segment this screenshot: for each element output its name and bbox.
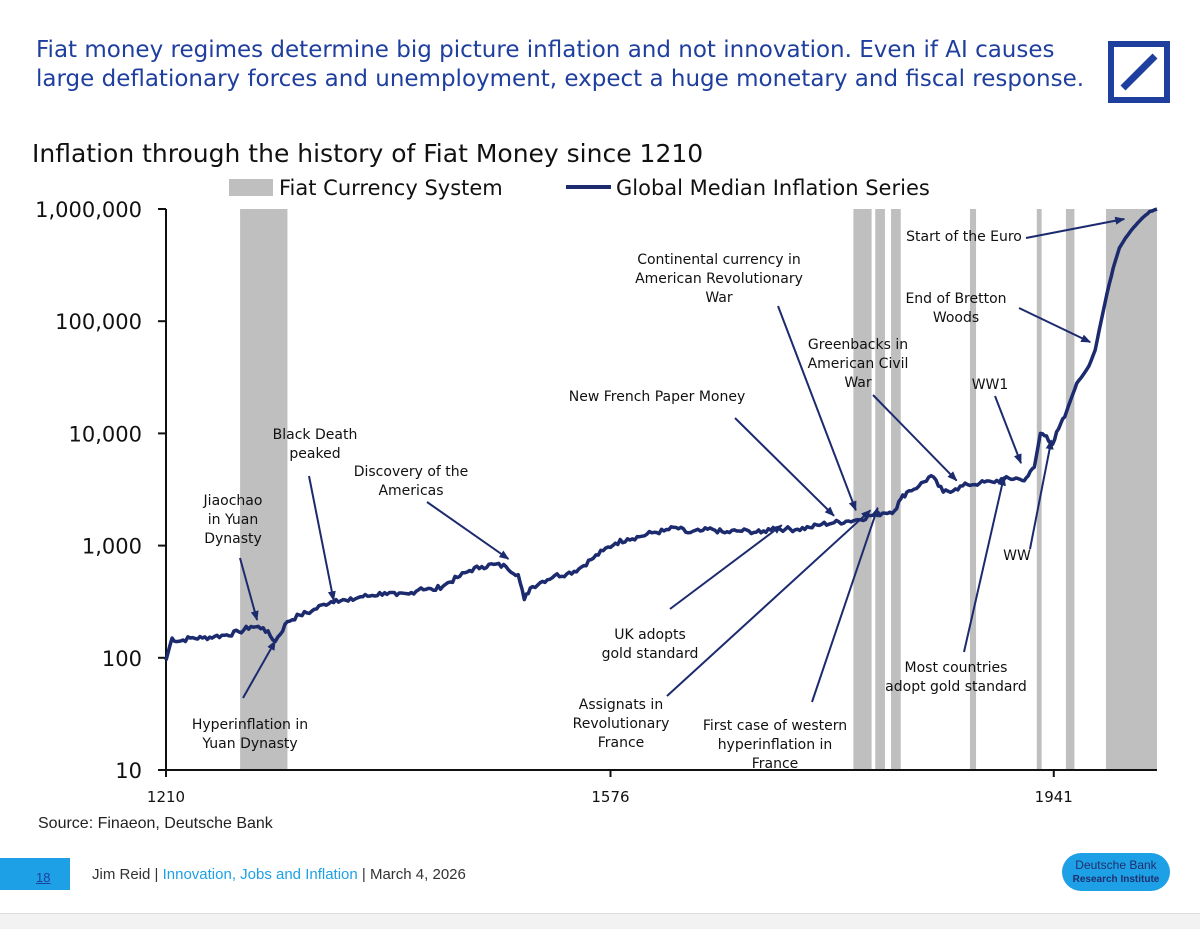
fiat-period-band [875, 209, 885, 770]
annotation-arrow [1029, 439, 1054, 550]
deutsche-bank-logo-icon [1108, 41, 1170, 103]
fiat-period-band [853, 209, 872, 770]
fiat-period-band [1105, 209, 1157, 770]
annotation-arrow [426, 501, 510, 560]
y-tick-label: 1,000 [82, 535, 142, 559]
headline-line-2: large deflationary forces and unemployme… [36, 66, 1085, 92]
annotation-arrow [308, 475, 336, 602]
source-note: Source: Finaeon, Deutsche Bank [38, 815, 273, 832]
y-tick-label: 10 [115, 759, 142, 783]
legend-label-series: Global Median Inflation Series [616, 176, 930, 200]
annotation-arrow [669, 524, 783, 610]
bottom-strip [0, 913, 1200, 929]
annotation-label: WW1 [972, 377, 1009, 393]
annotation-label: End of Bretton Woods [905, 291, 1006, 326]
fiat-shading-layer [240, 209, 1157, 770]
annotation-label: UK adopts gold standard [602, 627, 699, 662]
headline: Fiat money regimes determine big picture… [36, 36, 1085, 94]
chart-legend: Fiat Currency System Global Median Infla… [229, 176, 930, 200]
annotation-label: First case of western hyperinflation in Fr… [703, 718, 847, 772]
annotation-label: Discovery of the Americas [354, 464, 469, 499]
series-layer [164, 207, 1158, 661]
y-tick-label: 10,000 [69, 422, 142, 446]
fiat-period-band [1036, 209, 1042, 770]
annotation-label: Hyperinflation in Yuan Dynasty [192, 717, 308, 752]
legend-swatch-fiat [229, 179, 273, 196]
footer-date: March 4, 2026 [369, 866, 466, 883]
annotation-label: Most countries adopt gold standard [885, 660, 1027, 695]
annotation-arrow [811, 506, 879, 703]
annotations-layer: Start of the Euro End of Bretton Woods WW1 W… [192, 216, 1126, 772]
chart-title: Inflation through the history of Fiat Mo… [32, 139, 704, 168]
fiat-period-band [1065, 209, 1075, 770]
annotation-arrow [1025, 216, 1126, 239]
footer-accent-bar [0, 858, 70, 890]
y-tick-label: 100,000 [55, 310, 142, 334]
annotation-arrow [872, 394, 958, 482]
annotation-arrow [994, 395, 1022, 465]
footer-separator: | [357, 866, 370, 883]
chart-axes: 1,000,000 100,000 10,000 1,000 100 10 1210 1576… [35, 198, 1157, 806]
annotation-label: WW [1003, 548, 1031, 564]
x-tick-label: 1210 [147, 788, 185, 806]
annotation-label: New French Paper Money [569, 389, 746, 405]
headline-line-1: Fiat money regimes determine big picture… [36, 37, 1055, 63]
footer-author: Jim Reid [92, 866, 151, 883]
y-tick-label: 1,000,000 [35, 198, 142, 222]
fiat-period-band [969, 209, 977, 770]
footer-report-link[interactable]: Innovation, Jobs and Inflation [162, 866, 358, 883]
page-number[interactable]: 18 [36, 870, 51, 885]
annotation-arrow [963, 475, 1006, 653]
badge-line-2: Research Institute [1072, 874, 1160, 885]
annotation-arrow [1018, 307, 1092, 343]
annotation-label: Continental currency in American Revoluti… [635, 252, 803, 306]
y-tick-label: 100 [102, 647, 142, 671]
annotation-arrow [242, 640, 277, 699]
fiat-period-band [240, 209, 288, 770]
annotation-arrow [777, 305, 857, 512]
fiat-period-band [891, 209, 901, 770]
annotation-arrow [666, 509, 872, 697]
x-tick-label: 1941 [1035, 788, 1073, 806]
badge-line-1: Deutsche Bank [1075, 858, 1157, 872]
annotation-label: Jiaochao in Yuan Dynasty [203, 493, 263, 547]
annotation-label: Assignats in Revolutionary France [573, 697, 670, 751]
annotation-label: Greenbacks in American Civil War [808, 337, 909, 391]
annotation-arrow [734, 417, 835, 517]
annotation-arrow [239, 557, 259, 621]
annotation-label: Start of the Euro [906, 229, 1022, 245]
footer-separator: | [150, 866, 163, 883]
research-institute-badge: Deutsche Bank Research Institute [1062, 853, 1170, 891]
annotation-label: Black Death peaked [273, 427, 358, 462]
legend-label-fiat: Fiat Currency System [279, 176, 503, 200]
footer-credit: Jim Reid | Innovation, Jobs and Inflatio… [92, 866, 466, 883]
x-tick-label: 1576 [591, 788, 629, 806]
series-line-global-median-inflation [164, 207, 1158, 661]
